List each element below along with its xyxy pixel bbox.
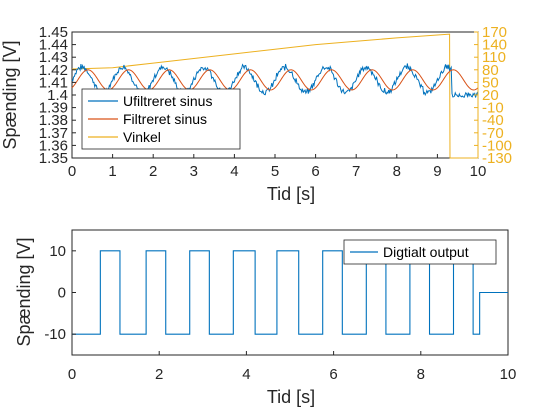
bottom-y-axis-label: Spænding [V] [14, 237, 34, 346]
series-line-digital-output [72, 250, 508, 335]
bottom-x-tick-label: 0 [68, 366, 76, 383]
top-x-axis-label: Tid [s] [267, 184, 315, 204]
bottom-x-tick-label: 4 [242, 366, 250, 383]
top-x-tick-label: 9 [433, 163, 441, 180]
bottom-x-axis-label: Tid [s] [267, 387, 315, 407]
top-x-tick-label: 1 [108, 163, 116, 180]
top-x-tick-label: 2 [149, 163, 157, 180]
top-y-tick-label: 1.41 [39, 74, 68, 91]
top-y-tick-label: 1.44 [39, 37, 68, 54]
top-right-tick-label: 110 [482, 49, 506, 66]
legend-label-digital: Digtialt output [383, 244, 469, 260]
top-x-tick-label: 8 [393, 163, 401, 180]
top-right-tick-label: -10 [482, 100, 504, 117]
top-right-tick-label: 170 [482, 24, 507, 41]
legend-label-vinkel: Vinkel [123, 129, 161, 145]
top-x-tick-label: 6 [311, 163, 319, 180]
top-y-axis-label: Spænding [V] [0, 40, 20, 149]
top-right-tick-label: -40 [482, 112, 504, 129]
top-x-tick-label: 4 [230, 163, 238, 180]
top-y-tick-label: 1.43 [39, 49, 68, 66]
top-y-tick-label: 1.39 [39, 100, 68, 117]
top-legend: Ufiltreret sinus Filtreret sinus Vinkel [81, 88, 241, 150]
top-x-tick-label: 5 [271, 163, 279, 180]
bottom-x-ticks: 0 2 4 6 8 10 [68, 351, 517, 383]
top-y-tick-label: 1.36 [39, 137, 68, 154]
legend-label-filtreret: Filtreret sinus [123, 111, 207, 127]
bottom-y-tick-label: 10 [49, 243, 66, 260]
bottom-series-group [72, 250, 508, 335]
top-right-tick-label: 50 [482, 74, 499, 91]
bottom-y-ticks: -10 0 10 [44, 243, 76, 343]
top-chart: 0 1 2 3 4 5 6 7 8 9 10 1.351.361.371.381.391.41.41… [0, 24, 512, 204]
top-y-tick-label: 1.35 [39, 150, 68, 167]
legend-label-ufiltreret: Ufiltreret sinus [123, 93, 212, 109]
top-x-tick-label: 0 [68, 163, 76, 180]
top-x-tick-label: 10 [470, 163, 487, 180]
series-line-vinkel [71, 33, 478, 159]
top-x-tick-label: 7 [352, 163, 360, 180]
series-line-filtreret [71, 69, 479, 91]
bottom-x-tick-label: 8 [417, 366, 425, 383]
bottom-legend: Digtialt output [343, 239, 497, 265]
top-right-tick-label: -130 [482, 150, 512, 167]
top-right-tick-label: 140 [482, 37, 507, 54]
bottom-x-tick-label: 6 [329, 366, 337, 383]
top-right-tick-label: 80 [482, 62, 499, 79]
top-x-ticks: 0 1 2 3 4 5 6 7 8 9 10 [68, 154, 487, 180]
bottom-x-tick-label: 10 [500, 366, 517, 383]
bottom-chart: 0 2 4 6 8 10 -10 0 10 Tid [s] Spænding [V] Digt… [14, 229, 517, 407]
top-y-tick-label: 1.45 [39, 24, 68, 41]
bottom-x-tick-label: 2 [155, 366, 163, 383]
bottom-y-tick-label: -10 [44, 326, 66, 343]
top-right-tick-label: -70 [482, 125, 504, 142]
top-y-ticks: 1.351.361.371.381.391.41.411.421.431.441… [39, 24, 76, 167]
top-y-tick-label: 1.42 [39, 62, 68, 79]
bottom-y-tick-label: 0 [58, 285, 66, 302]
top-right-tick-label: 20 [482, 87, 499, 104]
top-x-tick-label: 3 [190, 163, 198, 180]
top-y-tick-label: 1.38 [39, 112, 68, 129]
top-right-tick-label: -100 [482, 137, 512, 154]
top-y-tick-label: 1.4 [47, 87, 68, 104]
top-y-tick-label: 1.37 [39, 125, 68, 142]
